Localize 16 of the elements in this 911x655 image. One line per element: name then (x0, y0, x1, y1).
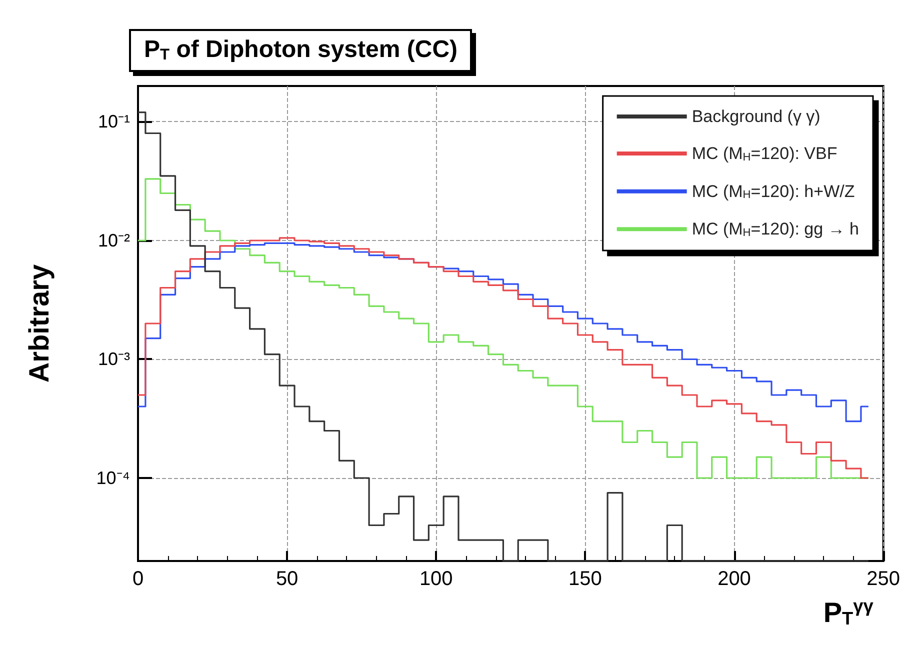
legend-label: MC (MH=120): h+W/Z (692, 182, 855, 202)
x-tick-label: 100 (419, 568, 453, 590)
chart-title: PT of Diphoton system (CC) (144, 36, 458, 64)
legend-label: MC (MH=120): VBF (692, 144, 838, 164)
x-tick-label: 250 (866, 568, 900, 590)
legend-label: Background (γ γ) (692, 107, 820, 126)
y-tick-label: 10⁻³ (98, 349, 130, 370)
y-tick-label: 10⁻² (98, 230, 130, 250)
x-tick-label: 150 (568, 568, 602, 590)
legend-label: MC (MH=120): gg → h (692, 220, 860, 239)
y-axis-title: Arbitrary (24, 264, 54, 383)
y-tick-label: 10⁻⁴ (96, 468, 130, 488)
x-tick-label: 0 (132, 568, 144, 590)
x-tick-label: 200 (718, 568, 751, 590)
y-tick-label: 10⁻¹ (98, 112, 130, 132)
x-tick-label: 50 (276, 568, 298, 590)
